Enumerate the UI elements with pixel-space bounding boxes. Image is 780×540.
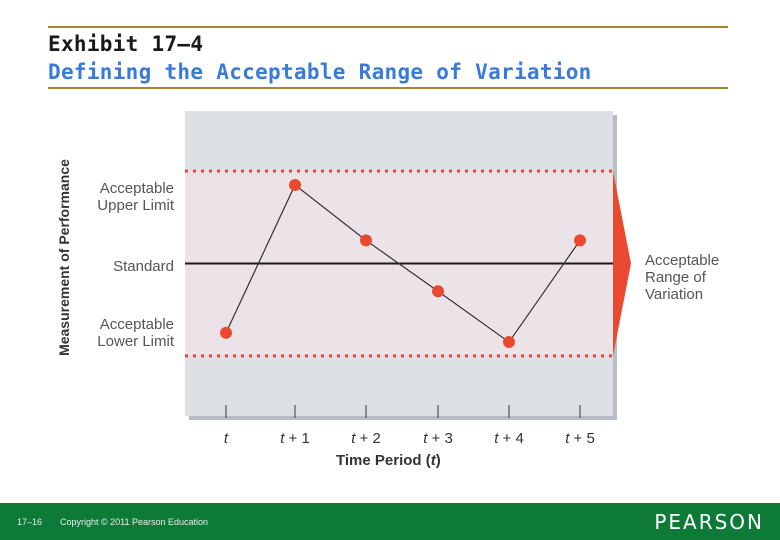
data-point: [360, 234, 372, 247]
page-number: 17–16: [17, 517, 43, 527]
upper-limit-label: Acceptable Upper Limit: [97, 180, 174, 214]
x-tick-label: t: [223, 430, 229, 447]
range-of-variation-label: Acceptable Range of Variation: [645, 252, 719, 303]
range-label-line3: Variation: [645, 286, 704, 303]
x-tick-label: t + 4: [494, 430, 524, 447]
data-point: [432, 285, 444, 298]
performance-series-line: [225, 184, 581, 343]
lower-limit-label-line1: Acceptable: [99, 316, 174, 333]
data-point: [220, 326, 232, 339]
data-point: [503, 336, 515, 349]
range-label-line1: Acceptable: [645, 252, 720, 269]
x-tick-label: t + 5: [565, 430, 595, 447]
title-bottom-rule: [48, 87, 728, 89]
upper-limit-label-line1: Acceptable: [99, 180, 174, 197]
footer-bar: 17–16 Copyright © 2011 Pearson Education…: [0, 503, 780, 540]
x-axis-title: Time Period (t): [336, 452, 441, 469]
title-top-rule: [48, 26, 728, 28]
pearson-logo: PEARSON: [654, 510, 764, 534]
data-points: [220, 178, 586, 349]
range-arrow: [613, 171, 631, 356]
upper-limit-label-line2: Upper Limit: [97, 197, 174, 214]
range-label-line2: Range of: [645, 269, 706, 286]
data-point: [574, 234, 586, 247]
lower-limit-label-line2: Lower Limit: [97, 333, 174, 350]
chart-canvas: [185, 111, 631, 420]
x-tick-label: t + 3: [423, 430, 453, 447]
lower-limit-label: Acceptable Lower Limit: [97, 316, 174, 350]
x-tick-label: t + 2: [351, 430, 381, 447]
standard-label: Standard: [113, 258, 174, 275]
y-axis-title: Measurement of Performance: [56, 159, 72, 356]
page-title: Defining the Acceptable Range of Variati…: [48, 60, 592, 84]
x-tick-label: t + 1: [280, 430, 310, 447]
exhibit-number: Exhibit 17–4: [48, 32, 204, 56]
x-axis-ticks: [225, 405, 581, 418]
copyright-text: Copyright © 2011 Pearson Education: [60, 517, 209, 527]
data-point: [289, 178, 301, 191]
